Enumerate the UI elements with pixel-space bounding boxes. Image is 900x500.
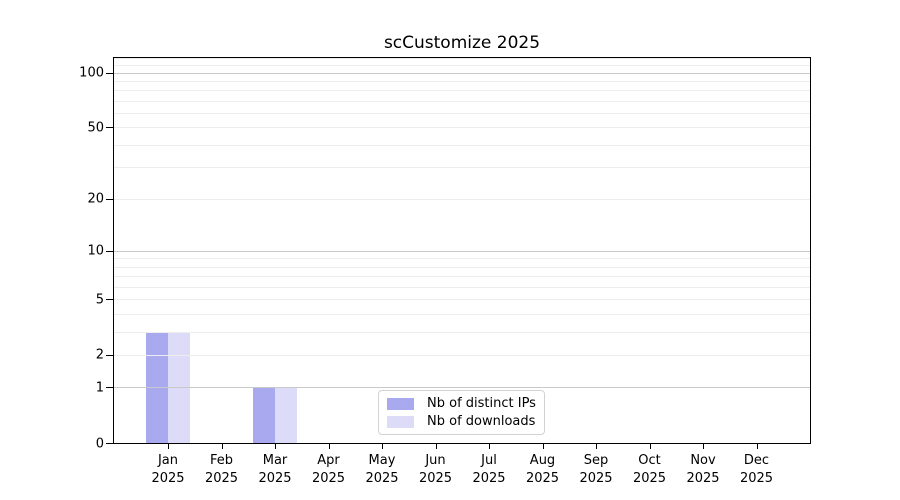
grid-layer: [114, 58, 810, 443]
gridline-minor: [114, 258, 810, 260]
x-tick-label-mar-2025: Mar 2025: [258, 453, 292, 486]
y-tick-label: 50: [87, 120, 104, 136]
x-tick-label-aug-2025: Aug 2025: [525, 453, 560, 486]
y-tick-label: 2: [95, 347, 104, 363]
y-tick-mark: [106, 387, 113, 389]
axes-layer: 0 1 2 5 10 20 50 100 Jan 2025 Feb 2025 Mar 2025 Apr…: [79, 58, 810, 486]
gridline-minor: [114, 100, 810, 102]
x-tick-label-apr-2025: Apr 2025: [311, 453, 346, 486]
x-tick-mark: [328, 443, 330, 449]
y-tick-label: 100: [79, 65, 104, 81]
bar-nb-of-distinct-ips-mar-2025: [252, 387, 275, 443]
y-tick-label: 1: [95, 380, 104, 396]
gridline-minor: [114, 276, 810, 278]
gridline-minor: [114, 167, 810, 169]
x-tick-label-jan-2025: Jan 2025: [151, 453, 185, 486]
y-tick-mark: [106, 443, 113, 444]
x-tick-mark: [596, 443, 597, 449]
gridline-major: [114, 72, 810, 74]
x-tick-label-nov-2025: Nov 2025: [686, 453, 720, 486]
x-tick-mark: [542, 443, 544, 449]
gridline-major: [114, 250, 810, 252]
legend-swatch-nb-of-distinct-ips: [387, 397, 414, 410]
gridline-minor: [114, 198, 810, 200]
gridline-minor: [114, 80, 810, 82]
bar-nb-of-downloads-mar-2025: [275, 387, 298, 443]
x-tick-mark: [649, 443, 651, 449]
x-tick-mark: [489, 443, 490, 449]
x-tick-mark: [756, 443, 758, 449]
gridline-minor: [114, 64, 810, 66]
y-tick-label: 5: [95, 292, 104, 308]
legend: Nb of distinct IPs Nb of downloads: [378, 390, 545, 435]
bars-layer: [114, 58, 810, 443]
x-tick-mark: [703, 443, 704, 449]
y-tick-mark: [106, 198, 113, 200]
x-tick-mark: [275, 443, 276, 449]
y-tick-mark: [106, 299, 113, 301]
gridline-minor: [114, 112, 810, 114]
x-tick-label-sep-2025: Sep 2025: [579, 453, 613, 486]
x-tick-label-dec-2025: Dec 2025: [739, 453, 774, 486]
x-tick-label-oct-2025: Oct 2025: [632, 453, 667, 486]
x-tick-mark: [168, 443, 169, 449]
gridline-minor: [114, 144, 810, 146]
x-tick-label-feb-2025: Feb 2025: [204, 453, 239, 486]
y-tick-label: 10: [87, 243, 104, 259]
y-tick-mark: [106, 127, 113, 129]
gridline-minor: [114, 127, 810, 129]
gridline-minor: [114, 266, 810, 268]
x-tick-mark: [382, 443, 383, 449]
x-tick-label-jul-2025: Jul 2025: [472, 453, 506, 486]
gridline-minor: [114, 331, 810, 333]
gridline-minor: [114, 90, 810, 92]
chart-title: scCustomize 2025: [383, 33, 541, 53]
x-tick-label-jun-2025: Jun 2025: [418, 453, 453, 486]
y-tick-label: 20: [87, 191, 104, 207]
x-tick-mark: [435, 443, 437, 449]
legend-label: Nb of downloads: [427, 414, 536, 429]
legend-item: Nb of distinct IPs: [387, 396, 536, 411]
y-tick-mark: [106, 354, 113, 356]
gridline-minor: [114, 286, 810, 288]
gridline-major: [114, 387, 810, 389]
legend-item: Nb of downloads: [387, 414, 536, 429]
gridline-minor: [114, 299, 810, 301]
gridline-minor: [114, 354, 810, 356]
x-tick-mark: [221, 443, 223, 449]
gridline-minor: [114, 58, 810, 59]
y-tick-mark: [106, 250, 113, 252]
legend-swatch-nb-of-downloads: [387, 415, 414, 428]
y-tick-label: 0: [95, 436, 104, 451]
y-tick-mark: [106, 72, 113, 74]
legend-label: Nb of distinct IPs: [427, 396, 536, 411]
x-tick-label-may-2025: May 2025: [365, 453, 399, 486]
plot-area: 0 1 2 5 10 20 50 100 Jan 2025 Feb 2025 Mar 2025 Apr…: [79, 57, 811, 486]
gridline-minor: [114, 313, 810, 315]
